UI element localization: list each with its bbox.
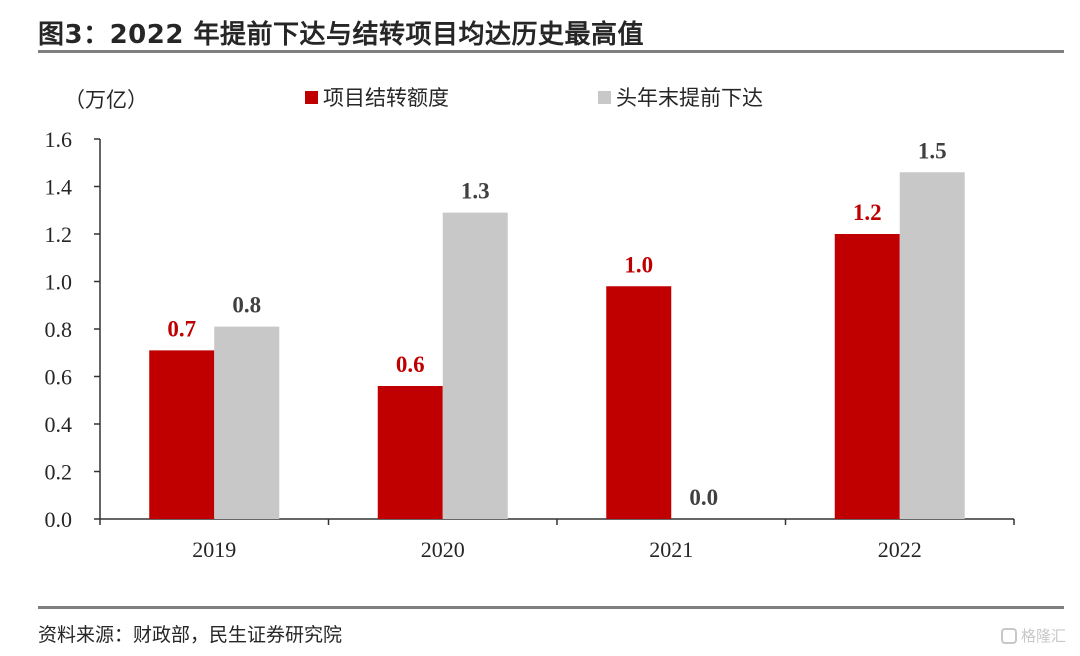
legend-label: 头年末提前下达 <box>616 86 763 110</box>
bar <box>899 172 965 519</box>
legend-swatch <box>305 91 318 104</box>
data-label: 1.5 <box>918 138 947 163</box>
data-label: 1.0 <box>624 252 653 277</box>
y-tick-label: 0.4 <box>45 412 73 437</box>
y-unit-label: （万亿） <box>64 88 148 112</box>
x-tick-label: 2021 <box>649 537 693 562</box>
bars <box>149 172 965 519</box>
data-label: 0.0 <box>689 485 718 510</box>
data-label: 0.6 <box>396 352 425 377</box>
y-tick-label: 0.8 <box>45 317 73 342</box>
legend-label: 项目结转额度 <box>323 86 449 110</box>
bar <box>377 386 443 519</box>
chart-title: 图3：2022 年提前下达与结转项目均达历史最高值 <box>38 20 645 50</box>
x-tick-label: 2020 <box>421 537 465 562</box>
data-label: 0.7 <box>167 316 196 341</box>
bar <box>214 326 280 519</box>
bar <box>834 234 900 519</box>
title-divider <box>38 50 1064 53</box>
x-tick-label: 2022 <box>878 537 922 562</box>
bar <box>442 212 508 519</box>
data-label: 0.8 <box>232 293 261 318</box>
y-tick-label: 1.0 <box>45 270 73 295</box>
x-axis: 2019 2020 2021 2022 <box>99 518 1015 562</box>
y-tick-label: 1.6 <box>45 127 73 152</box>
x-tick-label: 2019 <box>192 537 236 562</box>
footer-divider <box>38 606 1064 609</box>
y-tick-label: 0.0 <box>45 507 73 532</box>
legend-swatch <box>598 91 611 104</box>
legend: 项目结转额度 头年末提前下达 <box>305 86 763 110</box>
watermark-text: 格隆汇 <box>1020 627 1066 645</box>
y-tick-label: 0.6 <box>45 365 73 390</box>
y-axis: 0.0 0.2 0.4 0.6 0.8 1.0 1.2 1.4 1.6 <box>45 127 101 532</box>
y-tick-label: 0.2 <box>45 460 73 485</box>
source-note: 资料来源：财政部，民生证券研究院 <box>38 624 343 646</box>
data-labels: 0.7 0.6 1.0 1.2 0.8 1.3 0.0 1.5 <box>167 138 946 510</box>
data-label: 1.2 <box>853 200 882 225</box>
watermark-logo-icon <box>1000 627 1017 644</box>
y-tick-label: 1.2 <box>45 222 73 247</box>
data-label: 1.3 <box>461 179 490 204</box>
watermark: 格隆汇 <box>1000 625 1066 646</box>
bar <box>149 350 215 519</box>
y-tick-label: 1.4 <box>45 175 73 200</box>
bar <box>606 286 672 519</box>
bar-chart: 0.0 0.2 0.4 0.6 0.8 1.0 1.2 1.4 1.6 2019 2020 2021… <box>45 86 1015 562</box>
